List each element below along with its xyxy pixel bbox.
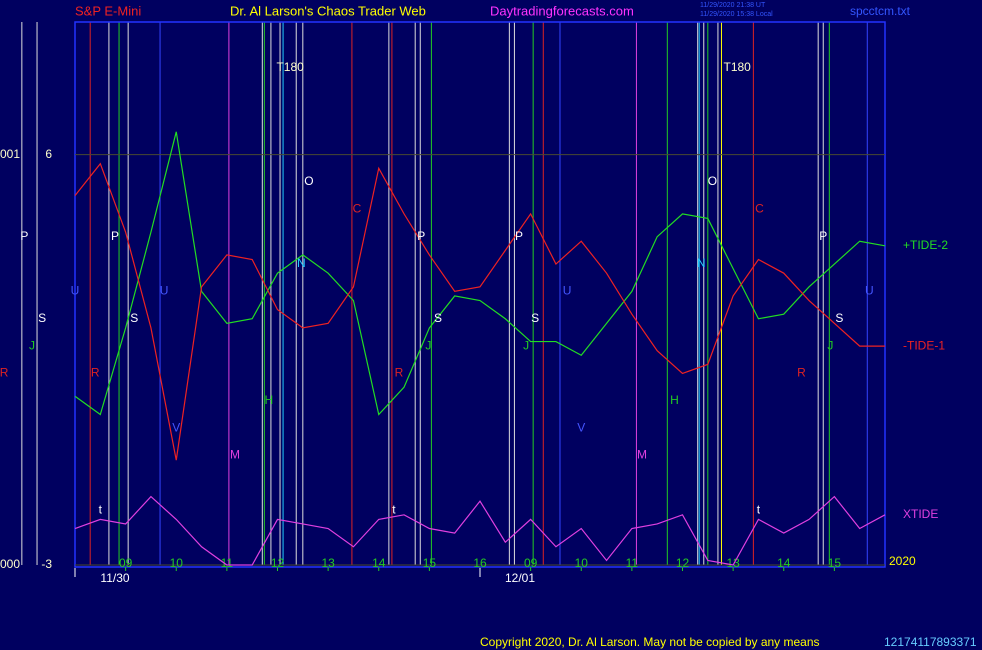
x-tick-label: 10 xyxy=(575,556,589,570)
x-tick-label: 12 xyxy=(271,556,285,570)
annotation: P xyxy=(111,229,119,243)
x-tick-label: 10 xyxy=(170,556,184,570)
header-file: spcctcm.txt xyxy=(850,4,911,18)
legend-label: +TIDE-2 xyxy=(903,238,948,252)
annotation: R xyxy=(395,366,404,380)
x-tick-label: 09 xyxy=(119,556,133,570)
annotation: C xyxy=(353,201,362,215)
annotation: N xyxy=(297,256,306,270)
x-tick-label: 16 xyxy=(473,556,487,570)
annotation: J xyxy=(29,338,35,352)
under-layer xyxy=(21,21,886,577)
annotation: H xyxy=(670,393,679,407)
annotation: H xyxy=(265,393,274,407)
annotation: P xyxy=(819,229,827,243)
annotation: N xyxy=(697,256,706,270)
annotation: V xyxy=(172,420,180,434)
annotation: J xyxy=(827,338,833,352)
y-tick-label: -3 xyxy=(41,557,52,571)
header-time-local: 11/29/2020 15:38 Local xyxy=(700,11,773,18)
annotation: R xyxy=(797,366,806,380)
x-tick-label: 13 xyxy=(321,556,335,570)
header-left: S&P E-Mini xyxy=(75,3,141,18)
date-label: 12/01 xyxy=(505,571,535,585)
annotation: O xyxy=(304,174,313,188)
annotation: V xyxy=(577,420,585,434)
x-tick-label: 11 xyxy=(626,556,639,570)
annotation: T180 xyxy=(723,60,751,74)
header-center: Dr. Al Larson's Chaos Trader Web xyxy=(230,3,426,18)
x-tick-label: 09 xyxy=(524,556,538,570)
annotation: U xyxy=(563,284,572,298)
x-tick-label: 15 xyxy=(423,556,437,570)
annotation: M xyxy=(637,448,647,462)
annotation: U xyxy=(71,284,80,298)
copyright: Copyright 2020, Dr. Al Larson. May not b… xyxy=(480,635,820,649)
year-label: 2020 xyxy=(889,554,916,568)
annotation: t xyxy=(99,502,103,516)
annotation: T180 xyxy=(276,60,304,74)
annotation: t xyxy=(757,502,761,516)
annotation: M xyxy=(230,448,240,462)
x-tick-label: 11 xyxy=(221,556,234,570)
x-tick-label: 15 xyxy=(828,556,842,570)
x-tick-label: 14 xyxy=(777,556,791,570)
annotation: S xyxy=(835,311,843,325)
annotation: t xyxy=(392,502,396,516)
annotation: R xyxy=(91,366,100,380)
left-label: 000 xyxy=(0,557,20,571)
annotation: J xyxy=(425,338,431,352)
left-label: 001 xyxy=(0,147,20,161)
annotation: P xyxy=(515,229,523,243)
annotation: S xyxy=(38,311,46,325)
header-site: Daytradingforecasts.com xyxy=(490,3,634,18)
y-tick-label: 6 xyxy=(45,147,52,161)
annotation: R xyxy=(0,366,9,380)
footer-code: 12174117893371 xyxy=(884,635,977,649)
annotation: P xyxy=(20,229,28,243)
annotation: J xyxy=(523,338,529,352)
annotation: O xyxy=(708,174,717,188)
x-tick-label: 13 xyxy=(726,556,740,570)
annotation: P xyxy=(417,229,425,243)
legend-label: -TIDE-1 xyxy=(903,338,945,352)
header-time-ut: 11/29/2020 21:38 UT xyxy=(700,2,766,9)
annotation: S xyxy=(434,311,442,325)
legend-label: XTIDE xyxy=(903,507,938,521)
annotation: S xyxy=(130,311,138,325)
x-tick-label: 12 xyxy=(676,556,690,570)
series-line xyxy=(74,495,886,566)
date-label: 11/30 xyxy=(100,571,129,585)
x-tick-label: 14 xyxy=(372,556,386,570)
annotation: C xyxy=(755,201,764,215)
annotation: S xyxy=(531,311,539,325)
annotation: U xyxy=(865,284,874,298)
series-line xyxy=(74,162,885,461)
annotation: U xyxy=(160,284,169,298)
series-line xyxy=(74,131,886,416)
